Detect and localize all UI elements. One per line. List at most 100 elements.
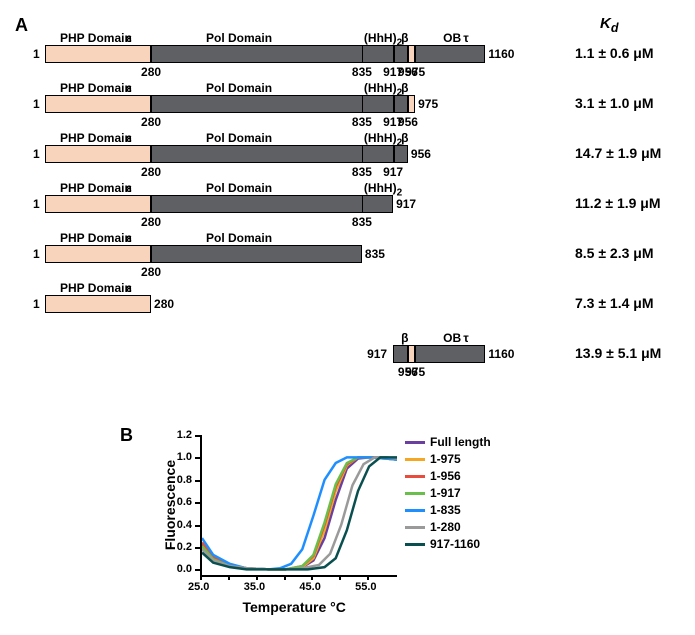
y-tick	[195, 502, 200, 504]
domain-segment	[45, 45, 151, 63]
position-label: 280	[141, 265, 161, 279]
legend-item: 1-917	[405, 486, 461, 500]
legend-item: 917-1160	[405, 537, 480, 551]
legend-swatch	[405, 458, 425, 461]
y-axis-title: Fluorescence	[162, 460, 178, 550]
domain-label-eps: ε	[126, 281, 132, 295]
domain-label-pol: Pol Domain	[206, 131, 272, 145]
domain-label-hhh: (HhH)2	[364, 81, 402, 98]
y-tick-label: 1.2	[170, 429, 192, 441]
x-tick-label: 25.0	[188, 581, 209, 593]
panel-b-label: B	[120, 425, 133, 446]
position-start: 1	[33, 247, 40, 261]
position-label: 280	[141, 165, 161, 179]
position-start: 1	[33, 147, 40, 161]
y-tick	[195, 569, 200, 571]
position-start: 1	[33, 197, 40, 211]
legend-item: 1-835	[405, 503, 461, 517]
legend-item: 1-975	[405, 452, 461, 466]
position-end: 917	[396, 197, 416, 211]
domain-label-pol: Pol Domain	[206, 31, 272, 45]
y-tick	[195, 525, 200, 527]
position-end: 975	[418, 97, 438, 111]
domain-label-php: PHP Domain	[60, 181, 132, 195]
kd-value: 13.9 ± 5.1 μM	[575, 345, 661, 361]
legend-label: Full length	[430, 435, 491, 449]
kd-value: 14.7 ± 1.9 μM	[575, 145, 661, 161]
domain-label-pol: Pol Domain	[206, 81, 272, 95]
position-label: 917	[383, 165, 403, 179]
x-tick	[256, 575, 258, 580]
position-label: 835	[352, 65, 372, 79]
legend-swatch	[405, 441, 425, 444]
domain-label-beta: β	[401, 81, 408, 95]
x-axis-title: Temperature °C	[243, 599, 346, 615]
position-start: 1	[33, 47, 40, 61]
domain-label-eps: ε	[126, 131, 132, 145]
legend-label: 917-1160	[430, 537, 480, 551]
x-tick	[367, 575, 369, 580]
y-tick	[195, 435, 200, 437]
legend-label: 1-835	[430, 503, 461, 517]
panel-b: B 0.00.20.40.60.81.01.225.035.045.055.0F…	[10, 425, 685, 625]
domain-label-eps: ε	[126, 31, 132, 45]
domain-label-hhh: (HhH)2	[364, 31, 402, 48]
panel-a-label: A	[15, 15, 28, 36]
domain-label-beta: β	[401, 131, 408, 145]
legend-swatch	[405, 509, 425, 512]
domain-label-ob: OB	[443, 31, 461, 45]
kd-value: 11.2 ± 1.9 μM	[575, 195, 661, 211]
legend-label: 1-956	[430, 469, 461, 483]
domain-label-php: PHP Domain	[60, 281, 132, 295]
domain-label-tau: τ	[463, 331, 468, 345]
position-label: 280	[141, 115, 161, 129]
position-label: 835	[352, 215, 372, 229]
x-tick	[200, 575, 202, 580]
domain-label-php: PHP Domain	[60, 81, 132, 95]
position-end: 1160	[488, 47, 514, 61]
domain-segment	[45, 195, 151, 213]
x-tick-label: 45.0	[299, 581, 320, 593]
domain-segment	[151, 245, 362, 263]
domain-label-tau: τ	[463, 31, 468, 45]
position-end: 1160	[488, 347, 514, 361]
legend-label: 1-280	[430, 520, 461, 534]
domain-label-pol: Pol Domain	[206, 231, 272, 245]
position-start: 917	[367, 347, 387, 361]
legend-item: 1-956	[405, 469, 461, 483]
y-tick	[195, 480, 200, 482]
chart-area	[200, 435, 397, 577]
panel-a: A Kd PHP DomainεPol Domain(HhH)2βOBτ1116…	[10, 10, 685, 420]
position-end: 280	[154, 297, 174, 311]
domain-label-hhh: (HhH)2	[364, 181, 402, 198]
position-start: 1	[33, 297, 40, 311]
series-line	[202, 457, 397, 569]
domain-label-eps: ε	[126, 181, 132, 195]
domain-label-php: PHP Domain	[60, 231, 132, 245]
domain-segment	[415, 345, 485, 363]
domain-label-beta: β	[401, 31, 408, 45]
legend-item: Full length	[405, 435, 491, 449]
domain-segment	[415, 45, 485, 63]
x-tick-label: 35.0	[244, 581, 265, 593]
position-label: 835	[352, 165, 372, 179]
kd-value: 3.1 ± 1.0 μM	[575, 95, 654, 111]
domain-label-ob: OB	[443, 331, 461, 345]
legend-swatch	[405, 475, 425, 478]
domain-label-pol: Pol Domain	[206, 181, 272, 195]
position-label: 280	[141, 215, 161, 229]
y-tick	[195, 547, 200, 549]
kd-value: 1.1 ± 0.6 μM	[575, 45, 654, 61]
x-tick	[339, 575, 341, 580]
legend-swatch	[405, 543, 425, 546]
domain-label-hhh: (HhH)2	[364, 131, 402, 148]
domain-label-beta: β	[401, 331, 408, 345]
domain-segment	[45, 145, 151, 163]
domain-segment	[408, 45, 415, 63]
domain-label-php: PHP Domain	[60, 131, 132, 145]
legend-swatch	[405, 526, 425, 529]
y-tick	[195, 457, 200, 459]
y-tick-label: 0.0	[170, 563, 192, 575]
domain-segment	[45, 295, 151, 313]
domain-segment	[408, 95, 415, 113]
